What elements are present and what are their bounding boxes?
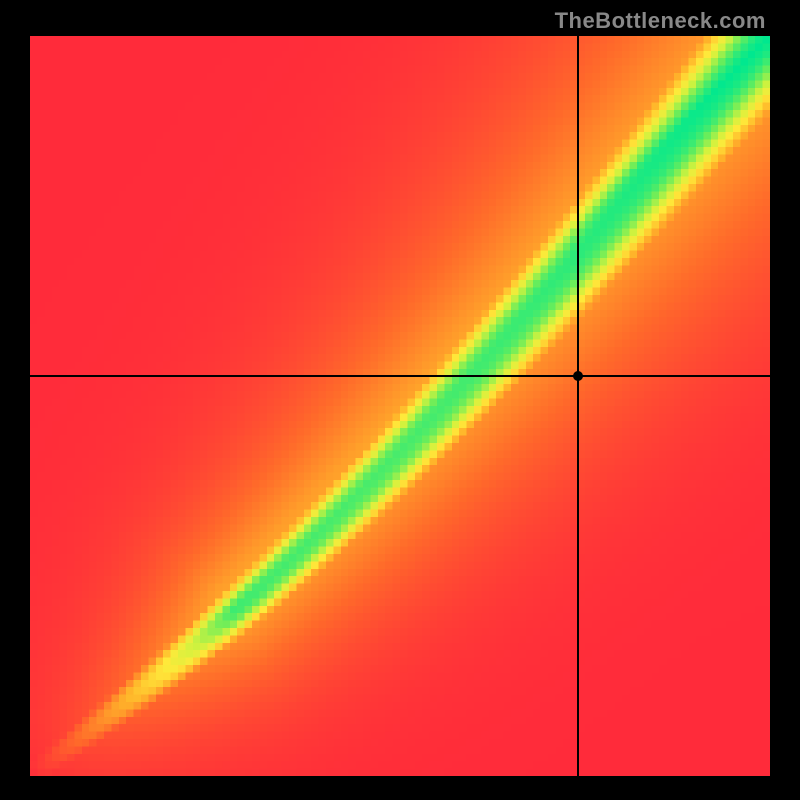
bottleneck-heatmap bbox=[30, 36, 770, 776]
crosshair-marker bbox=[573, 371, 583, 381]
chart-container: TheBottleneck.com bbox=[0, 0, 800, 800]
crosshair-horizontal bbox=[30, 375, 770, 377]
crosshair-vertical bbox=[577, 36, 579, 776]
watermark-text: TheBottleneck.com bbox=[555, 8, 766, 34]
